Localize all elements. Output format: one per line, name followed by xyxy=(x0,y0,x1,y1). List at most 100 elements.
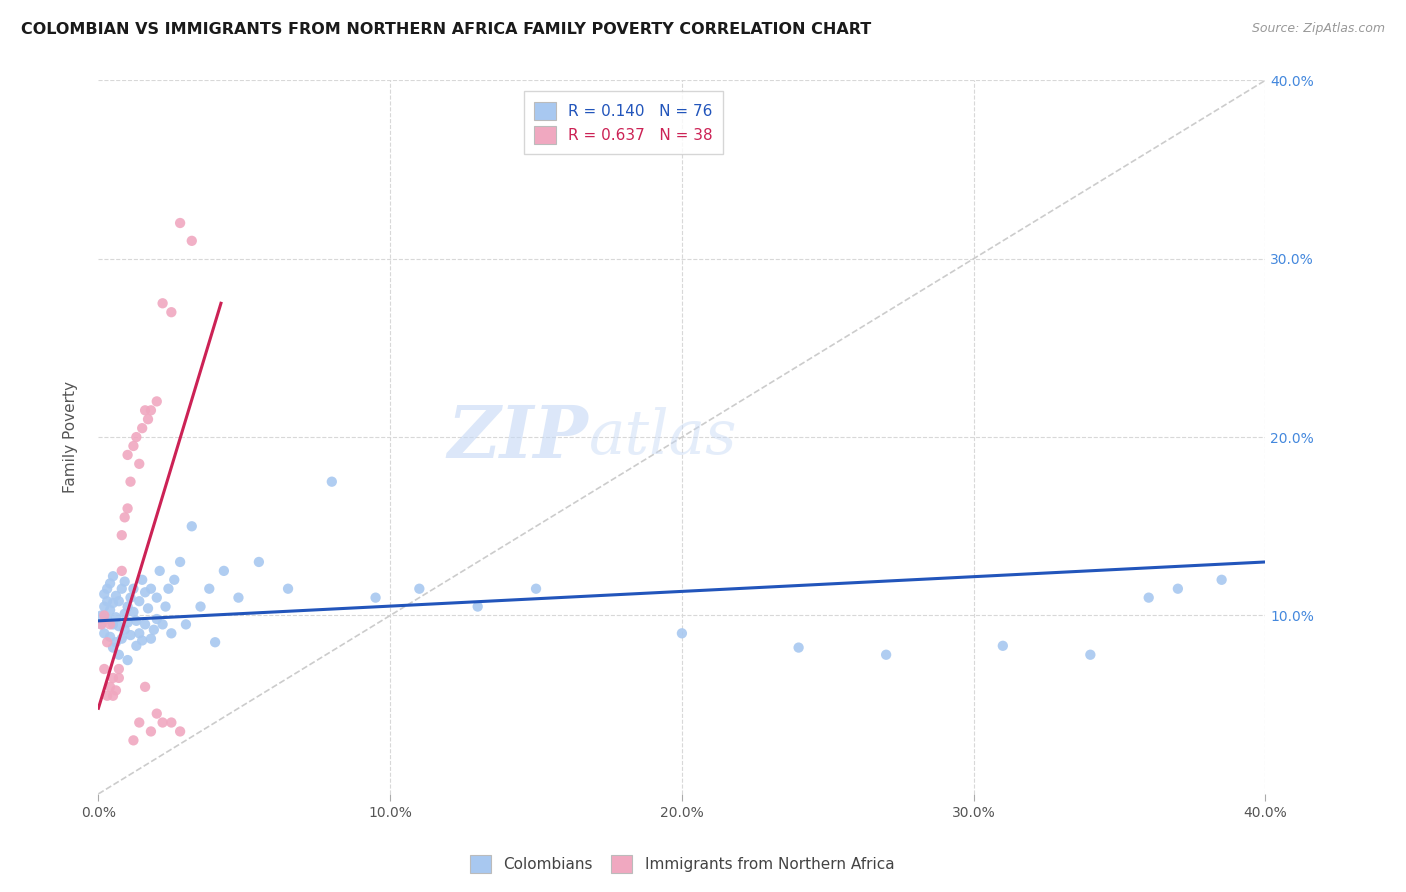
Point xyxy=(142,623,165,637)
Point xyxy=(117,501,139,516)
Point xyxy=(212,564,235,578)
Point xyxy=(160,626,183,640)
Point xyxy=(101,671,124,685)
Point xyxy=(128,715,150,730)
Point xyxy=(125,614,148,628)
Point xyxy=(146,591,169,605)
Y-axis label: Family Poverty: Family Poverty xyxy=(63,381,77,493)
Point xyxy=(1211,573,1233,587)
Point xyxy=(524,582,547,596)
Point xyxy=(364,591,387,605)
Point xyxy=(128,626,150,640)
Point xyxy=(117,448,139,462)
Point xyxy=(101,596,124,610)
Point xyxy=(114,574,136,589)
Point xyxy=(122,582,145,596)
Point xyxy=(277,582,299,596)
Point xyxy=(169,724,191,739)
Point xyxy=(787,640,810,655)
Point xyxy=(134,680,156,694)
Point xyxy=(128,594,150,608)
Point xyxy=(117,653,139,667)
Point xyxy=(671,626,693,640)
Point xyxy=(180,234,202,248)
Point xyxy=(149,564,172,578)
Point xyxy=(169,216,191,230)
Point xyxy=(1137,591,1160,605)
Point xyxy=(152,296,174,310)
Point xyxy=(122,439,145,453)
Point xyxy=(321,475,343,489)
Point xyxy=(98,630,121,644)
Point xyxy=(169,555,191,569)
Point xyxy=(204,635,226,649)
Point xyxy=(160,305,183,319)
Text: Source: ZipAtlas.com: Source: ZipAtlas.com xyxy=(1251,22,1385,36)
Point xyxy=(1167,582,1189,596)
Point xyxy=(93,626,115,640)
Point xyxy=(146,706,169,721)
Point xyxy=(146,612,169,626)
Point xyxy=(117,599,139,614)
Point xyxy=(408,582,430,596)
Point xyxy=(134,617,156,632)
Point xyxy=(146,394,169,409)
Point xyxy=(90,617,112,632)
Point xyxy=(93,599,115,614)
Point xyxy=(139,724,162,739)
Point xyxy=(90,608,112,623)
Point xyxy=(125,430,148,444)
Point xyxy=(160,715,183,730)
Point xyxy=(139,403,162,417)
Point xyxy=(120,628,142,642)
Point xyxy=(198,582,221,596)
Point xyxy=(122,733,145,747)
Point xyxy=(134,585,156,599)
Point xyxy=(125,639,148,653)
Point xyxy=(131,633,153,648)
Point xyxy=(96,582,118,596)
Point xyxy=(134,403,156,417)
Point xyxy=(114,607,136,621)
Text: atlas: atlas xyxy=(589,407,737,467)
Point xyxy=(131,421,153,435)
Point xyxy=(108,594,131,608)
Point xyxy=(101,617,124,632)
Point xyxy=(122,605,145,619)
Point xyxy=(875,648,897,662)
Point xyxy=(136,412,159,426)
Point xyxy=(152,617,174,632)
Point xyxy=(174,617,197,632)
Point xyxy=(104,610,127,624)
Point xyxy=(111,528,134,542)
Point xyxy=(120,475,142,489)
Point xyxy=(120,591,142,605)
Point xyxy=(111,632,134,646)
Point xyxy=(108,648,131,662)
Point xyxy=(128,457,150,471)
Point xyxy=(111,582,134,596)
Point xyxy=(467,599,489,614)
Point xyxy=(180,519,202,533)
Point xyxy=(152,715,174,730)
Point xyxy=(96,594,118,608)
Point xyxy=(93,662,115,676)
Point xyxy=(117,615,139,630)
Point xyxy=(96,612,118,626)
Point xyxy=(157,582,180,596)
Point xyxy=(96,635,118,649)
Point xyxy=(1080,648,1102,662)
Point xyxy=(163,573,186,587)
Text: ZIP: ZIP xyxy=(447,401,589,473)
Point xyxy=(104,589,127,603)
Point xyxy=(101,640,124,655)
Point xyxy=(104,683,127,698)
Point xyxy=(98,617,121,632)
Point xyxy=(98,680,121,694)
Point xyxy=(98,603,121,617)
Point xyxy=(139,632,162,646)
Text: COLOMBIAN VS IMMIGRANTS FROM NORTHERN AFRICA FAMILY POVERTY CORRELATION CHART: COLOMBIAN VS IMMIGRANTS FROM NORTHERN AF… xyxy=(21,22,872,37)
Point xyxy=(104,635,127,649)
Point xyxy=(136,601,159,615)
Point xyxy=(190,599,212,614)
